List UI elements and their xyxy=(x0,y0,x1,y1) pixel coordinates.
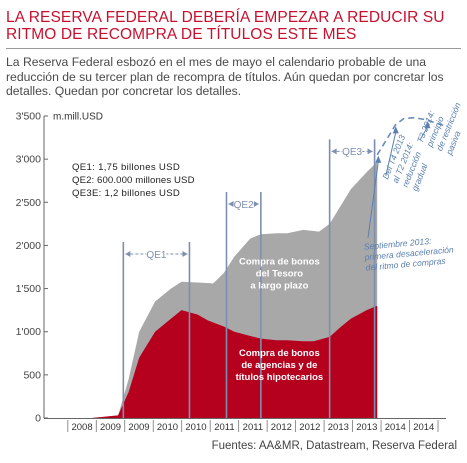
arrow-right xyxy=(253,201,259,208)
y-tick-label: 3'500 xyxy=(16,111,42,123)
annotation-line: a largo plazo xyxy=(250,280,308,291)
chart-title: LA RESERVA FEDERAL DEBERÍA EMPEZAR A RED… xyxy=(6,9,445,43)
arrow-left xyxy=(125,251,131,258)
y-tick-label: 500 xyxy=(23,369,41,381)
y-tick-label: 2'000 xyxy=(16,240,42,252)
x-tick-label: 2011 xyxy=(214,422,234,433)
y-tick-label: 1'000 xyxy=(16,326,42,338)
y-axis: 0 500 1'000 1'500 2'000 2'500 3'000 3'500 xyxy=(16,111,48,425)
annotation-line: Compra de bonos xyxy=(239,348,320,359)
projection-line xyxy=(376,116,444,156)
program-label: QE2 xyxy=(234,200,254,211)
arrow-left xyxy=(331,148,337,155)
x-tick-label: 2012 xyxy=(299,422,320,433)
x-tick-label: 2009 xyxy=(128,422,149,433)
annotation-arrowhead xyxy=(392,126,399,134)
program-label: QE1 xyxy=(146,250,166,261)
program-label-bg xyxy=(146,248,167,260)
x-tick-label: 2012 xyxy=(271,422,292,433)
annotation-line: Compra de bonos xyxy=(239,256,320,267)
x-tick-label: 2011 xyxy=(243,422,263,433)
program-label: QE3 xyxy=(342,147,362,158)
arrow-left xyxy=(228,201,234,208)
annotation-arrowhead xyxy=(424,121,431,129)
x-tick-label: 2010 xyxy=(185,422,206,433)
y-tick-label: 3'000 xyxy=(16,154,42,166)
annotation-line: títulos hipotecarios xyxy=(236,372,324,383)
x-tick-label: 2013 xyxy=(328,422,349,433)
y-tick-label: 2'500 xyxy=(16,197,42,209)
annotation-arrow xyxy=(385,132,397,176)
program-qe1: QE1 xyxy=(122,242,191,418)
program-qe2: QE2 xyxy=(225,192,262,418)
program-label-bg xyxy=(342,145,363,157)
x-tick-label: 2013 xyxy=(356,422,377,433)
legend-item: QE2: 600.000 millones USD xyxy=(72,175,195,186)
annotation-arrow xyxy=(367,161,379,238)
x-tick-label: 2009 xyxy=(100,422,121,433)
legend-item: QE1: 1,75 billones USD xyxy=(72,162,180,173)
x-axis: 2008 2009 2009 2010 2010 2011 2011 2012 2012 2013… xyxy=(67,420,439,433)
annotation-line: de agencias y de xyxy=(241,360,317,371)
y-axis-label: m.mill.USD xyxy=(53,112,103,123)
x-tick-label: 2014 xyxy=(385,422,406,433)
title-divider xyxy=(6,48,461,49)
arrow-right xyxy=(182,251,188,258)
y-tick-label: 0 xyxy=(35,413,41,425)
arrow-right xyxy=(367,148,373,155)
chart-subtitle: La Reserva Federal esbozó en el mes de m… xyxy=(6,55,444,98)
x-tick-label: 2010 xyxy=(157,422,178,433)
y-tick-label: 1'500 xyxy=(16,283,42,295)
annotation-line: del Tesoro xyxy=(256,268,304,279)
legend: QE1: 1,75 billones USD QE2: 600.000 millo… xyxy=(72,162,195,199)
source-note: Fuentes: AA&MR, Datastream, Reserva Fede… xyxy=(211,440,457,452)
area-agencias xyxy=(44,305,378,418)
annotation-arrow xyxy=(419,126,428,140)
x-tick-label: 2014 xyxy=(413,422,434,433)
legend-item: QE3E: 1,2 billones USD xyxy=(72,188,180,199)
x-tick-label: 2008 xyxy=(71,422,92,433)
program-label-bg xyxy=(233,198,254,210)
annotation-arrowhead xyxy=(375,155,382,163)
